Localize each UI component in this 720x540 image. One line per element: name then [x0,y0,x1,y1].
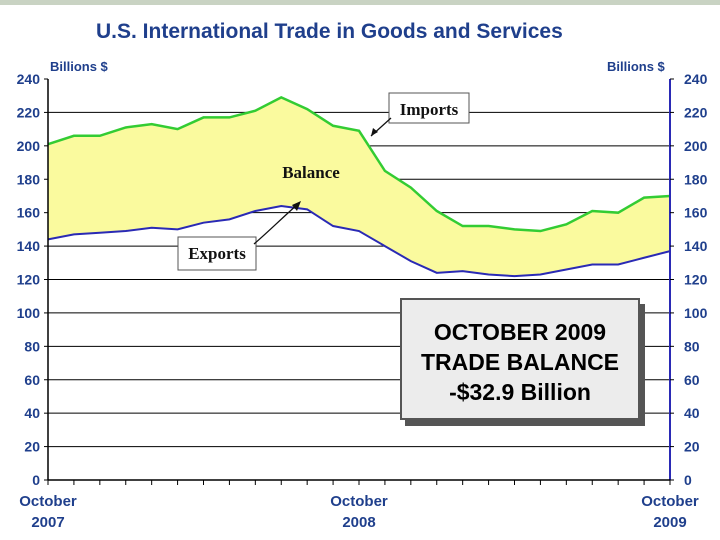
x-tick-label-month: October [641,493,699,510]
y-tick-right: 220 [684,104,708,120]
y-axis-unit-right: Billions $ [607,59,665,74]
y-tick-right: 100 [684,305,708,321]
x-tick-label-month: October [19,493,77,510]
y-tick-left: 180 [17,171,41,187]
y-axis-unit-left: Billions $ [50,59,108,74]
y-tick-left: 120 [17,272,41,288]
y-tick-right: 180 [684,171,708,187]
y-tick-left: 220 [17,104,41,120]
y-tick-labels: 0 0 20 20 40 40 60 60 80 80 100 100 120 120 140 140 160 1… [17,71,708,488]
y-tick-left: 200 [17,138,41,154]
callout-line-2: TRADE BALANCE [420,349,620,375]
exports-line [47,204,671,278]
axes [44,78,674,485]
x-tick-label-year: 2009 [653,514,686,531]
y-tick-right: 200 [684,138,708,154]
y-tick-left: 160 [17,205,41,221]
y-tick-right: 140 [684,238,708,254]
imports-annotation: Imports [370,92,470,137]
top-accent-bar [0,0,720,5]
x-tick-label-month: October [330,493,388,510]
x-tick-labels: October 2007 October 2008 October 2009 [19,493,699,531]
y-tick-right: 60 [684,372,700,388]
y-tick-right: 20 [684,439,700,455]
y-tick-right: 120 [684,272,708,288]
y-tick-right: 40 [684,405,700,421]
y-tick-left: 60 [24,372,40,388]
y-tick-left: 240 [17,71,41,87]
balance-area [48,97,670,277]
callout-line-1: OCTOBER 2009 [433,319,607,345]
exports-annotation-label: Exports [188,244,246,263]
chart-title: U.S. International Trade in Goods and Se… [96,20,563,43]
y-tick-left: 0 [32,472,40,488]
y-tick-left: 140 [17,238,41,254]
y-tick-right: 240 [684,71,708,87]
y-tick-right: 160 [684,205,708,221]
imports-line [47,95,671,233]
imports-annotation-label: Imports [400,100,459,119]
y-tick-left: 20 [24,439,40,455]
trade-balance-callout: OCTOBER 2009 TRADE BALANCE -$32.9 Billio… [400,298,640,420]
y-tick-right: 0 [684,472,692,488]
x-tick-label-year: 2008 [342,514,375,531]
y-tick-left: 100 [17,305,41,321]
y-tick-left: 80 [24,338,40,354]
callout-line-3: -$32.9 Billion [449,379,591,405]
balance-annotation-label: Balance [282,163,340,182]
exports-annotation: Exports [177,201,301,271]
y-tick-left: 40 [24,405,40,421]
y-tick-right: 80 [684,338,700,354]
x-tick-label-year: 2007 [31,514,64,531]
